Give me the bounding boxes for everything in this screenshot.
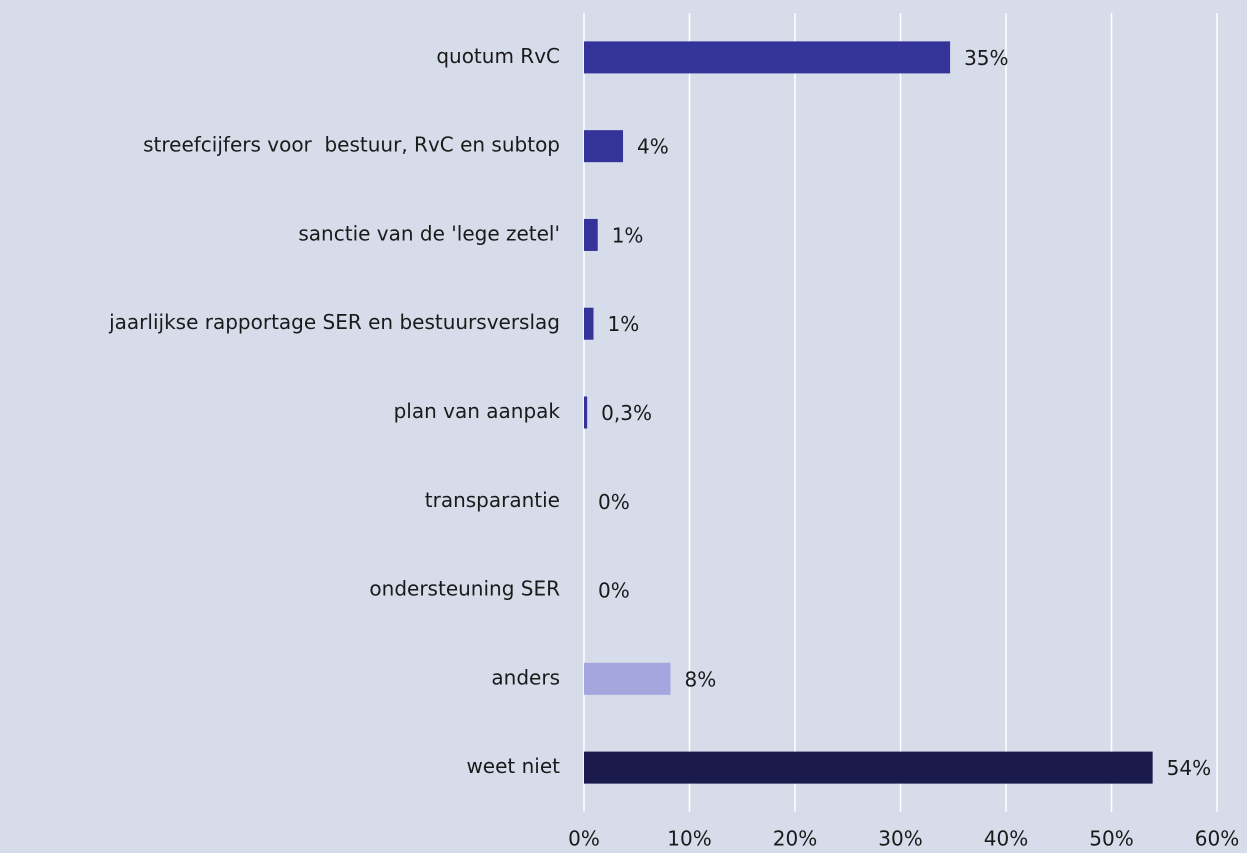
x-tick-label: 30% [878,827,922,851]
data-label: 1% [607,312,639,336]
data-label: 8% [685,667,717,691]
x-tick-label: 0% [568,827,600,851]
y-tick-label: weet niet [466,754,560,778]
x-tick-label: 40% [984,827,1028,851]
x-tick-label: 50% [1089,827,1133,851]
data-label: 1% [612,223,644,247]
x-tick-label: 20% [773,827,817,851]
x-tick-label: 60% [1195,827,1239,851]
data-label: 0,3% [601,401,652,425]
bar [584,41,951,74]
y-tick-label: jaarlijkse rapportage SER en bestuursver… [108,310,560,334]
y-tick-label: streefcijfers voor bestuur, RvC en subto… [143,133,560,157]
y-tick-label: ondersteuning SER [369,577,560,601]
data-label: 35% [964,46,1008,70]
y-tick-label: transparantie [425,488,560,512]
bar [584,751,1153,784]
y-tick-label: sanctie van de 'lege zetel' [298,221,560,245]
data-label: 54% [1167,756,1211,780]
data-label: 0% [598,579,630,603]
x-tick-label: 10% [667,827,711,851]
bar [584,662,671,695]
y-tick-label: plan van aanpak [394,399,561,423]
bar [584,307,594,340]
y-tick-label: quotum RvC [436,44,560,68]
bar [584,130,624,163]
bar [584,218,598,251]
data-label: 0% [598,490,630,514]
y-tick-label: anders [491,665,560,689]
bar [584,396,588,429]
data-label: 4% [637,135,669,159]
